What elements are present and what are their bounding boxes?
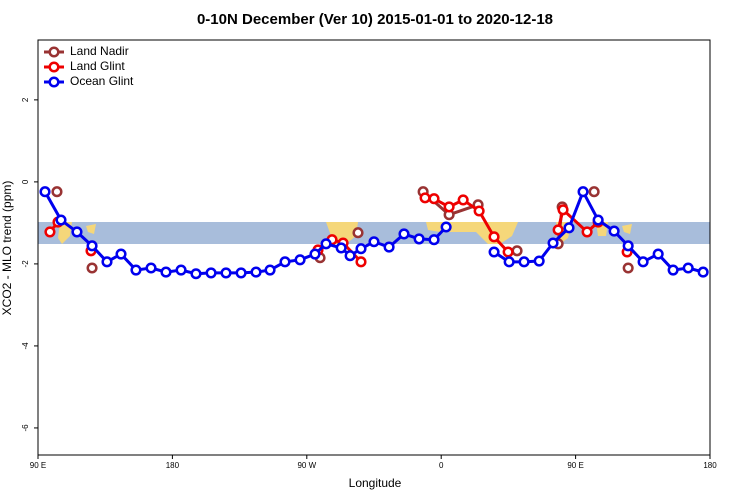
data-point bbox=[39, 186, 51, 198]
data-point bbox=[413, 233, 425, 245]
data-point bbox=[115, 248, 127, 260]
data-point bbox=[55, 214, 67, 226]
data-point bbox=[682, 262, 694, 274]
data-point bbox=[592, 214, 604, 226]
data-point bbox=[622, 262, 634, 274]
data-point bbox=[294, 254, 306, 266]
y-axis-label: XCO2 - MLO trend (ppm) bbox=[0, 181, 14, 316]
data-point bbox=[101, 256, 113, 268]
data-point bbox=[419, 192, 431, 204]
data-point bbox=[697, 266, 709, 278]
data-point bbox=[428, 234, 440, 246]
data-point bbox=[383, 241, 395, 253]
data-point bbox=[355, 243, 367, 255]
data-point bbox=[205, 267, 217, 279]
data-point bbox=[86, 262, 98, 274]
data-point bbox=[503, 256, 515, 268]
data-point bbox=[335, 242, 347, 254]
data-point bbox=[552, 224, 564, 236]
data-point bbox=[145, 262, 157, 274]
x-axis-label: Longitude bbox=[349, 476, 402, 490]
legend-marker bbox=[48, 76, 60, 88]
data-point bbox=[86, 240, 98, 252]
x-tick-label: 90 E bbox=[30, 461, 46, 470]
legend-label: Ocean Glint bbox=[70, 74, 134, 88]
x-tick-label: 90 E bbox=[567, 461, 583, 470]
y-tick-label: -2 bbox=[21, 260, 30, 268]
data-point bbox=[511, 245, 523, 257]
data-point bbox=[652, 248, 664, 260]
data-point bbox=[160, 266, 172, 278]
chart-title: 0-10N December (Ver 10) 2015-01-01 to 20… bbox=[197, 11, 553, 28]
x-tick-label: 0 bbox=[439, 461, 444, 470]
data-point bbox=[352, 227, 364, 239]
data-point bbox=[457, 194, 469, 206]
data-point bbox=[368, 236, 380, 248]
y-tick-label: 0 bbox=[21, 179, 30, 184]
y-tick-label: -4 bbox=[21, 342, 30, 350]
data-point bbox=[344, 250, 356, 262]
legend-label: Land Glint bbox=[70, 59, 125, 73]
x-tick-label: 180 bbox=[703, 461, 717, 470]
data-point bbox=[398, 228, 410, 240]
data-point bbox=[71, 226, 83, 238]
data-point bbox=[44, 226, 56, 238]
data-point bbox=[563, 222, 575, 234]
data-point bbox=[473, 205, 485, 217]
data-point bbox=[235, 267, 247, 279]
data-point bbox=[175, 264, 187, 276]
data-point bbox=[488, 246, 500, 258]
data-point bbox=[581, 226, 593, 238]
data-point bbox=[622, 240, 634, 252]
data-point bbox=[320, 238, 332, 250]
data-point bbox=[577, 186, 589, 198]
data-point bbox=[355, 256, 367, 268]
legend-marker bbox=[48, 61, 60, 73]
y-tick-label: -6 bbox=[21, 424, 30, 432]
y-tick-label: 2 bbox=[21, 97, 30, 102]
plot-frame bbox=[37, 39, 711, 456]
data-point bbox=[220, 267, 232, 279]
data-point bbox=[250, 266, 262, 278]
data-point bbox=[547, 237, 559, 249]
legend-label: Land Nadir bbox=[70, 44, 129, 58]
data-point bbox=[443, 201, 455, 213]
data-point bbox=[637, 256, 649, 268]
data-point bbox=[190, 268, 202, 280]
data-point bbox=[667, 264, 679, 276]
x-tick-label: 90 W bbox=[297, 461, 316, 470]
x-tick-label: 180 bbox=[166, 461, 180, 470]
data-point bbox=[502, 246, 514, 258]
series-line bbox=[556, 208, 600, 234]
data-point bbox=[440, 221, 452, 233]
data-point bbox=[488, 231, 500, 243]
data-point bbox=[264, 264, 276, 276]
legend-marker bbox=[48, 46, 60, 58]
data-point bbox=[130, 264, 142, 276]
data-point bbox=[279, 256, 291, 268]
data-point bbox=[533, 255, 545, 267]
data-point bbox=[309, 248, 321, 260]
data-point bbox=[428, 193, 440, 205]
data-point bbox=[608, 225, 620, 237]
data-point bbox=[518, 256, 530, 268]
data-point bbox=[588, 186, 600, 198]
data-point bbox=[557, 204, 569, 216]
data-point bbox=[51, 186, 63, 198]
